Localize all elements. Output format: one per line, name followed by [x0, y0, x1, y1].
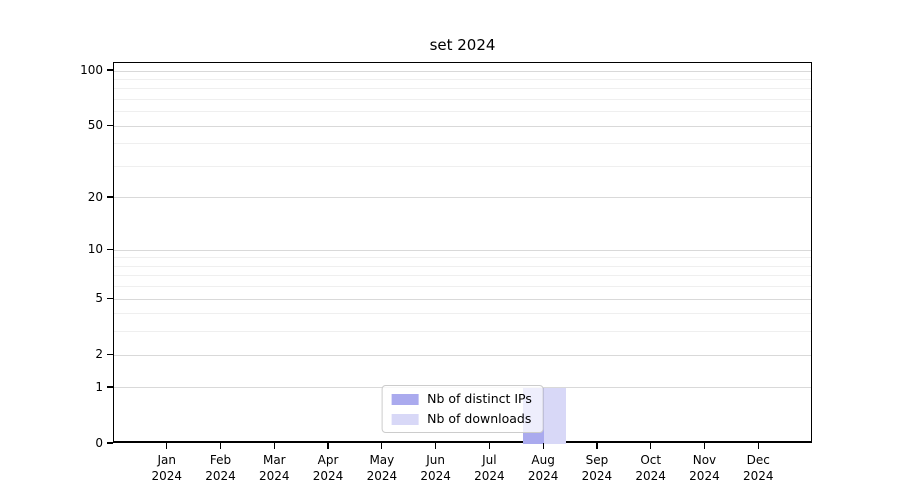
y-tick-label-10: 10	[87, 242, 103, 257]
y-tick-5	[107, 297, 113, 299]
y-tick-label-20: 20	[87, 189, 103, 204]
x-tick-oct-2024	[650, 443, 652, 449]
y-tick-100	[107, 69, 113, 71]
gridline-major-100	[114, 70, 811, 72]
legend-row-distinct-ips: Nb of distinct IPs	[391, 391, 532, 407]
x-tick-may-2024	[381, 443, 383, 449]
legend-row-downloads: Nb of downloads	[391, 411, 532, 427]
x-tick-label-apr-2024: Apr 2024	[312, 453, 344, 483]
gridline-major-2	[114, 354, 811, 356]
x-tick-label-dec-2024: Dec 2024	[742, 453, 774, 483]
y-tick-label-1: 1	[95, 379, 103, 394]
legend-label-distinct-ips: Nb of distinct IPs	[427, 391, 532, 406]
gridline-minor-70	[114, 98, 811, 100]
x-tick-jan-2024	[166, 443, 168, 449]
y-tick-20	[107, 196, 113, 198]
x-tick-jun-2024	[434, 443, 437, 449]
y-tick-label-2: 2	[95, 347, 103, 362]
gridline-minor-9	[114, 257, 811, 259]
y-tick-label-5: 5	[95, 291, 103, 306]
x-tick-label-sep-2024: Sep 2024	[581, 453, 613, 483]
x-tick-label-oct-2024: Oct 2024	[635, 453, 666, 483]
y-tick-0	[107, 442, 113, 444]
legend: Nb of distinct IPs Nb of downloads	[381, 385, 544, 433]
x-tick-jul-2024	[488, 443, 491, 449]
y-tick-label-100: 100	[80, 63, 103, 77]
legend-swatch-downloads-icon	[391, 413, 419, 425]
x-tick-label-mar-2024: Mar 2024	[259, 453, 290, 483]
x-tick-label-jul-2024: Jul 2024	[474, 453, 505, 483]
x-tick-label-aug-2024: Aug 2024	[527, 453, 559, 483]
x-tick-label-nov-2024: Nov 2024	[689, 453, 720, 483]
x-tick-nov-2024	[703, 443, 706, 449]
x-tick-aug-2024	[542, 443, 544, 449]
gridline-minor-90	[114, 78, 811, 80]
gridline-minor-3	[114, 331, 811, 333]
x-tick-label-may-2024: May 2024	[366, 453, 398, 483]
legend-label-downloads: Nb of downloads	[427, 411, 532, 426]
plot-area: Nb of distinct IPs Nb of downloads	[113, 62, 812, 444]
x-tick-dec-2024	[757, 443, 759, 449]
legend-swatch-distinct-ips-icon	[391, 393, 419, 405]
gridline-minor-6	[114, 286, 811, 288]
gridline-major-10	[114, 249, 811, 251]
gridline-minor-60	[114, 111, 811, 113]
y-tick-1	[107, 386, 113, 388]
gridline-major-50	[114, 125, 811, 127]
x-tick-label-jan-2024: Jan 2024	[151, 453, 183, 483]
bar-downloads-aug-2024	[544, 387, 566, 444]
gridline-minor-7	[114, 275, 811, 277]
gridline-major-20	[114, 197, 811, 199]
y-tick-label-0: 0	[95, 436, 103, 450]
x-tick-apr-2024	[327, 443, 329, 449]
gridline-minor-30	[114, 165, 811, 167]
y-tick-2	[107, 353, 113, 355]
y-tick-50	[107, 124, 113, 126]
gridline-minor-40	[114, 143, 811, 145]
y-tick-10	[107, 248, 113, 250]
y-tick-label-50: 50	[87, 118, 103, 133]
x-tick-mar-2024	[273, 443, 275, 449]
x-tick-label-jun-2024: Jun 2024	[420, 453, 451, 483]
x-tick-label-feb-2024: Feb 2024	[205, 453, 236, 483]
chart-title: set 2024	[429, 36, 496, 54]
gridline-major-5	[114, 298, 811, 300]
gridline-minor-80	[114, 88, 811, 90]
x-tick-sep-2024	[596, 443, 598, 449]
x-tick-feb-2024	[219, 443, 222, 449]
gridline-minor-4	[114, 313, 811, 315]
gridline-minor-8	[114, 265, 811, 267]
